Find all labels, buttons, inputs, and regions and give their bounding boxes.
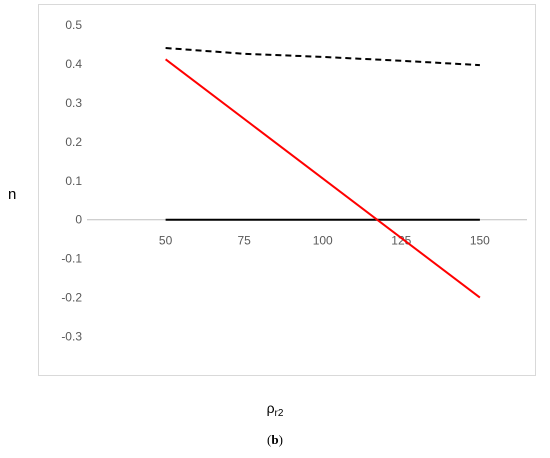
chart-frame: [38, 4, 536, 376]
y-tick-label: 0: [75, 213, 82, 227]
y-tick-label: 0.3: [65, 96, 82, 110]
y-tick-label: 0.5: [65, 18, 82, 32]
x-axis-label: ρr2: [0, 400, 550, 419]
y-axis-label: n: [8, 186, 17, 203]
figure-caption: (b): [0, 432, 550, 448]
series-line-2: [165, 47, 480, 67]
x-axis-label-subscript: r2: [274, 408, 284, 419]
y-tick-label: -0.3: [61, 330, 82, 344]
caption-open-paren: (: [267, 432, 272, 447]
caption-close-paren: ): [278, 432, 283, 447]
y-tick-label: -0.2: [61, 291, 82, 305]
y-tick-label: -0.1: [61, 252, 82, 266]
x-tick-label: 100: [313, 234, 333, 248]
series-line-3: [164, 58, 481, 299]
x-axis-label-main: ρ: [266, 400, 275, 416]
x-tick-label: 150: [470, 234, 490, 248]
y-tick-label: 0.4: [65, 57, 82, 71]
y-tick-label: 0.1: [65, 174, 82, 188]
x-tick-label: 75: [237, 234, 251, 248]
caption-letter: b: [271, 432, 279, 447]
x-tick-label: 50: [159, 234, 173, 248]
y-tick-label: 0.2: [65, 135, 82, 149]
x-tick-label: 125: [391, 234, 411, 248]
